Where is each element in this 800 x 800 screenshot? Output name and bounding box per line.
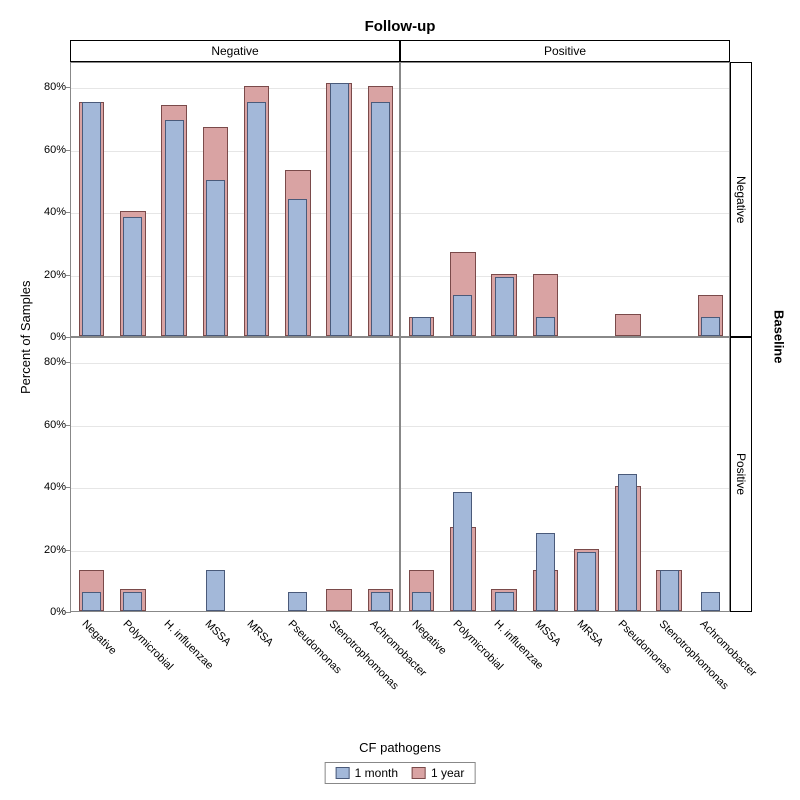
y-tick-label: 40% bbox=[44, 481, 66, 493]
row-header-positive: Positive bbox=[730, 337, 752, 612]
bar-1month bbox=[701, 592, 720, 611]
y-axis-top: 0%20%40%60%80% bbox=[30, 62, 70, 337]
panel-pos-neg bbox=[70, 337, 400, 612]
bar-1month bbox=[495, 592, 514, 611]
x-axis-label: CF pathogens bbox=[10, 740, 790, 755]
gridline bbox=[401, 363, 729, 364]
x-tick-label: MRSA bbox=[574, 618, 605, 649]
x-tick-label: Stenotrophomonas bbox=[327, 618, 401, 692]
gridline bbox=[401, 151, 729, 152]
panel-neg-pos bbox=[400, 62, 730, 337]
y-tick-label: 40% bbox=[44, 206, 66, 218]
chart-title: Follow-up bbox=[10, 18, 790, 35]
bar-1month bbox=[288, 199, 307, 337]
gridline bbox=[401, 213, 729, 214]
chart-container: Follow-up Percent of Samples Baseline Ne… bbox=[10, 10, 790, 790]
bar-1month bbox=[536, 533, 555, 611]
x-tick-label: MSSA bbox=[203, 618, 234, 649]
bar-1month bbox=[577, 552, 596, 611]
bar-1month bbox=[123, 592, 142, 611]
legend-label-1month: 1 month bbox=[355, 766, 398, 780]
legend-item-1year: 1 year bbox=[412, 766, 464, 780]
bar-1month bbox=[123, 217, 142, 336]
y-tick-label: 20% bbox=[44, 544, 66, 556]
bar-1month bbox=[206, 180, 225, 336]
y-tick-label: 60% bbox=[44, 419, 66, 431]
bar-1month bbox=[82, 592, 101, 611]
bar-1month bbox=[330, 83, 349, 336]
legend-swatch-1year bbox=[412, 767, 426, 779]
y-tick-label: 80% bbox=[44, 81, 66, 93]
bar-1month bbox=[288, 592, 307, 611]
legend: 1 month 1 year bbox=[325, 762, 476, 784]
y-tick-label: 0% bbox=[50, 606, 66, 618]
panel-neg-neg bbox=[70, 62, 400, 337]
baseline-title: Baseline bbox=[770, 62, 788, 612]
gridline bbox=[401, 426, 729, 427]
gridline bbox=[71, 551, 399, 552]
y-axis-bottom: 0%20%40%60%80% bbox=[30, 337, 70, 612]
bar-1month bbox=[371, 102, 390, 336]
legend-item-1month: 1 month bbox=[336, 766, 398, 780]
x-tick-labels-right: NegativePolymicrobialH. influenzaeMSSAMR… bbox=[400, 616, 730, 736]
panel-pos-pos bbox=[400, 337, 730, 612]
bar-1month bbox=[247, 102, 266, 336]
bar-1month bbox=[82, 102, 101, 336]
legend-label-1year: 1 year bbox=[431, 766, 464, 780]
bar-1month bbox=[371, 592, 390, 611]
x-tick-label: Negative bbox=[409, 618, 448, 657]
legend-swatch-1month bbox=[336, 767, 350, 779]
bar-1month bbox=[165, 120, 184, 336]
x-tick-label: MSSA bbox=[533, 618, 564, 649]
col-header-positive: Positive bbox=[400, 40, 730, 62]
gridline bbox=[401, 488, 729, 489]
y-tick-label: 60% bbox=[44, 144, 66, 156]
x-tick-labels-left: NegativePolymicrobialH. influenzaeMSSAMR… bbox=[70, 616, 400, 736]
bar-1month bbox=[206, 570, 225, 611]
y-tick-label: 20% bbox=[44, 269, 66, 281]
bar-1month bbox=[701, 317, 720, 336]
x-tick-label: Stenotrophomonas bbox=[657, 618, 731, 692]
gridline bbox=[71, 488, 399, 489]
col-header-negative: Negative bbox=[70, 40, 400, 62]
y-tick-label: 80% bbox=[44, 356, 66, 368]
bar-1year bbox=[326, 589, 352, 611]
bar-1month bbox=[495, 277, 514, 336]
row-header-negative: Negative bbox=[730, 62, 752, 337]
bar-1year bbox=[615, 314, 641, 336]
bar-1month bbox=[618, 474, 637, 612]
bar-1month bbox=[660, 570, 679, 611]
gridline bbox=[71, 363, 399, 364]
gridline bbox=[71, 426, 399, 427]
x-tick-label: Negative bbox=[79, 618, 118, 657]
bar-1month bbox=[412, 592, 431, 611]
x-tick-label: MRSA bbox=[244, 618, 275, 649]
bar-1month bbox=[453, 492, 472, 611]
bar-1month bbox=[453, 295, 472, 336]
gridline bbox=[401, 88, 729, 89]
bar-1month bbox=[412, 317, 431, 336]
bar-1month bbox=[536, 317, 555, 336]
